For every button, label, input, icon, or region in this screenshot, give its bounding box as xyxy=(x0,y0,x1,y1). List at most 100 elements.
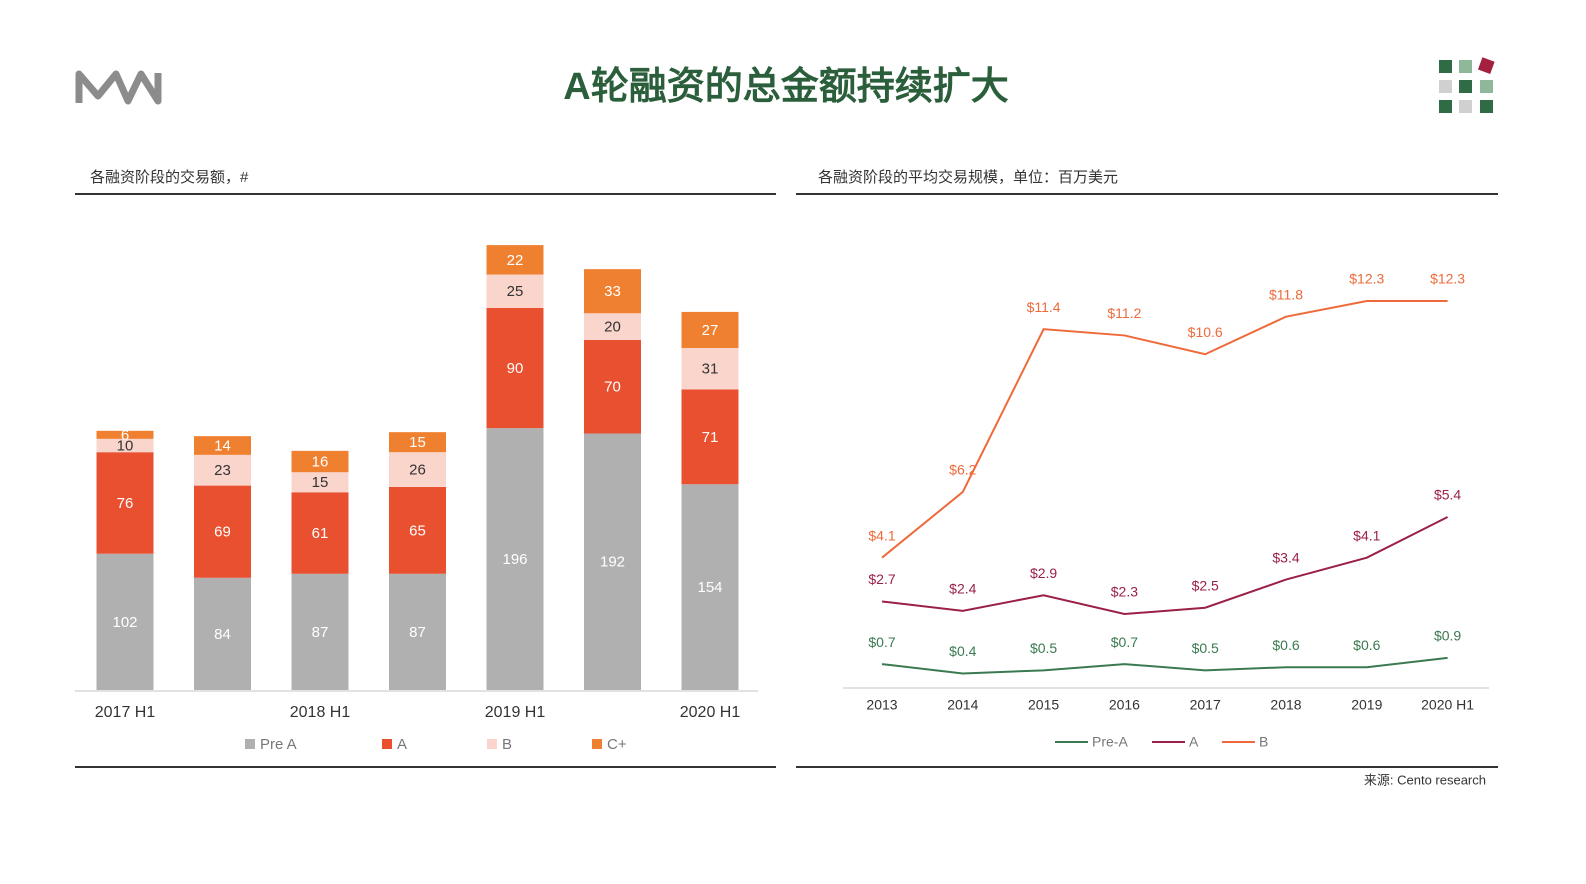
data-label: $10.6 xyxy=(1188,324,1223,340)
bar-segment xyxy=(584,313,641,340)
data-label: $6.2 xyxy=(949,462,976,478)
icon-square xyxy=(1439,80,1452,93)
data-label: 23 xyxy=(214,462,231,479)
data-label: $2.9 xyxy=(1030,565,1057,581)
icon-square xyxy=(1459,60,1472,73)
bar-segment xyxy=(389,432,446,453)
logo xyxy=(75,70,162,105)
icon-square xyxy=(1477,57,1495,74)
data-label: 90 xyxy=(507,360,524,377)
data-label: $0.9 xyxy=(1434,628,1461,644)
data-label: 87 xyxy=(409,624,426,641)
data-label: 71 xyxy=(702,429,719,446)
data-label: 192 xyxy=(600,554,625,571)
data-label: 76 xyxy=(117,495,134,512)
data-label: $11.8 xyxy=(1269,286,1303,302)
bar-segment xyxy=(194,577,251,690)
legend-label: Pre A xyxy=(260,736,297,753)
data-label: $11.4 xyxy=(1027,299,1061,315)
bar-segment xyxy=(291,573,349,690)
data-label: 69 xyxy=(214,524,231,541)
data-label: $12.3 xyxy=(1349,271,1384,287)
data-label: $2.4 xyxy=(949,581,976,597)
x-tick-label: 2019 H1 xyxy=(485,704,546,721)
x-tick-label: 2015 xyxy=(1028,697,1059,713)
data-label: 6 xyxy=(121,427,129,444)
icon-square xyxy=(1439,60,1452,73)
data-label: $2.7 xyxy=(868,571,895,587)
bar-segment xyxy=(486,274,544,308)
data-label: $5.4 xyxy=(1434,487,1461,503)
data-label: 87 xyxy=(312,624,329,641)
data-label: 31 xyxy=(702,361,719,378)
x-tick-label: 2014 xyxy=(947,697,978,713)
data-label: $3.4 xyxy=(1272,549,1299,565)
bar-segment xyxy=(194,436,251,455)
data-label: $2.5 xyxy=(1192,577,1219,593)
bar-segment xyxy=(291,492,349,574)
icon-square xyxy=(1480,100,1493,113)
x-tick-label: 2018 H1 xyxy=(290,704,351,721)
data-label: $0.4 xyxy=(949,643,976,659)
data-label: 65 xyxy=(409,522,426,539)
icon-square xyxy=(1439,100,1452,113)
data-label: $0.5 xyxy=(1192,640,1219,656)
bar-segment xyxy=(486,245,544,275)
legend-label: C+ xyxy=(607,736,627,753)
x-tick-label: 2017 H1 xyxy=(95,704,156,721)
bar-segment xyxy=(681,389,739,485)
data-label: 20 xyxy=(604,319,621,336)
data-label: 10 xyxy=(117,437,134,454)
data-label: 33 xyxy=(604,283,621,300)
icon-square xyxy=(1459,80,1472,93)
bar-segment xyxy=(96,430,154,439)
data-label: 15 xyxy=(409,434,426,451)
bar-segment xyxy=(486,428,544,690)
line-series xyxy=(881,516,1449,616)
data-label: $4.1 xyxy=(1353,527,1380,543)
data-label: $2.3 xyxy=(1111,584,1138,600)
data-label: 25 xyxy=(507,283,524,300)
bar-segment xyxy=(291,472,349,493)
bar-segment xyxy=(681,311,739,348)
data-label: 154 xyxy=(697,579,722,596)
bar-segment xyxy=(584,433,641,690)
data-label: 70 xyxy=(604,379,621,396)
bar-segment xyxy=(681,347,739,390)
icon-square xyxy=(1459,100,1472,113)
data-label: 16 xyxy=(312,454,329,471)
x-tick-label: 2020 H1 xyxy=(1421,697,1474,713)
bar-segment xyxy=(194,485,251,578)
bar-segment xyxy=(389,573,446,690)
data-label: $12.3 xyxy=(1430,271,1465,287)
bar-segment xyxy=(96,438,154,453)
data-label: 61 xyxy=(312,525,329,542)
source-note: 来源: Cento research xyxy=(1364,772,1486,787)
bar-segment xyxy=(389,486,446,574)
data-label: $0.7 xyxy=(1111,634,1138,650)
legend-label: B xyxy=(502,736,512,753)
data-label: 14 xyxy=(214,437,231,454)
legend-swatch xyxy=(245,739,255,749)
x-tick-label: 2016 xyxy=(1109,697,1140,713)
chart-subtitle: 各融资阶段的平均交易规模，单位：百万美元 xyxy=(818,168,1118,186)
data-label: 102 xyxy=(112,614,137,631)
x-tick-label: 2019 xyxy=(1351,697,1382,713)
x-tick-label: 2018 xyxy=(1270,697,1301,713)
x-tick-label: 2017 xyxy=(1190,697,1221,713)
bar-segment xyxy=(291,450,349,473)
legend-label: B xyxy=(1259,734,1268,750)
bar-segment xyxy=(584,269,641,314)
legend-swatch xyxy=(382,739,392,749)
data-label: 26 xyxy=(409,462,426,479)
data-label: $0.7 xyxy=(868,634,895,650)
bar-segment xyxy=(681,484,739,690)
data-label: $0.6 xyxy=(1272,637,1299,653)
x-tick-label: 2020 H1 xyxy=(680,704,741,721)
legend-swatch xyxy=(592,739,602,749)
bar-segment xyxy=(194,454,251,486)
chart-subtitle: 各融资阶段的交易额，# xyxy=(90,168,249,186)
legend-label: A xyxy=(1189,734,1199,750)
legend-swatch xyxy=(487,739,497,749)
bar-segment xyxy=(584,339,641,434)
